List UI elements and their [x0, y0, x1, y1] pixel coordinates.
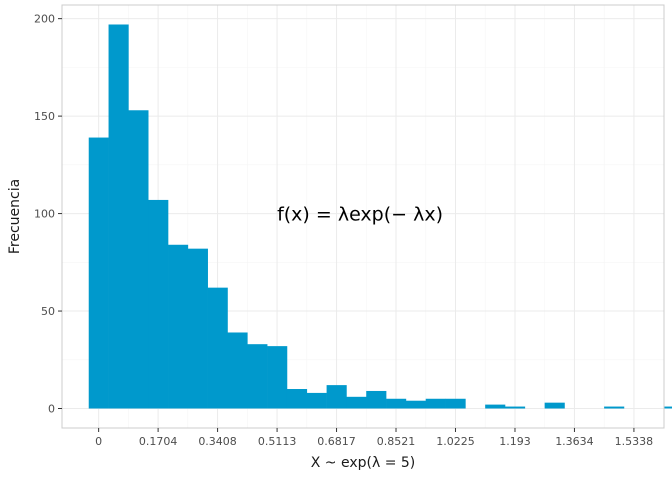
histogram-bar	[227, 332, 248, 409]
histogram-bar	[128, 110, 149, 409]
histogram-bar	[663, 406, 672, 409]
histogram-bar	[505, 406, 526, 409]
histogram-bar	[485, 404, 506, 409]
histogram-bar	[247, 344, 268, 409]
histogram-bar	[425, 398, 446, 409]
histogram-bar	[148, 199, 169, 409]
histogram-bar	[544, 402, 565, 409]
x-tick-label: 0.3408	[198, 435, 237, 448]
x-tick-label: 0.6817	[317, 435, 356, 448]
x-tick-label: 1.193	[499, 435, 531, 448]
x-tick-label: 0.1704	[139, 435, 178, 448]
bars-layer	[88, 24, 672, 409]
histogram-bar	[207, 287, 228, 409]
y-tick-label: 100	[34, 208, 55, 221]
histogram-bar	[168, 244, 189, 409]
histogram-bar	[306, 392, 327, 409]
y-tick-label: 0	[48, 403, 55, 416]
y-tick-label: 50	[41, 305, 55, 318]
x-tick-label: 0	[95, 435, 102, 448]
x-tick-label: 1.0225	[436, 435, 475, 448]
histogram-bar	[187, 248, 208, 409]
panel-border	[61, 4, 665, 429]
histogram-bar	[405, 400, 427, 409]
histogram-bar	[346, 396, 367, 409]
histogram-bar	[326, 385, 347, 409]
x-tick-label: 0.8521	[377, 435, 416, 448]
x-tick-label: 0.5113	[258, 435, 297, 448]
histogram-bar	[108, 24, 129, 409]
histogram-bar	[386, 398, 407, 409]
histogram-bar	[366, 390, 387, 409]
y-tick-label: 150	[34, 110, 55, 123]
y-tick-label: 200	[34, 13, 55, 26]
ticks-layer: 0 50 100 150 200 0 0.1704 0.3408 0.5113 0.6817 0.8…	[34, 13, 653, 448]
x-tick-label: 1.3634	[555, 435, 594, 448]
y-axis-title: Frecuencia	[7, 179, 23, 254]
histogram-bar	[286, 389, 308, 409]
formula-annotation: f(x) = λexp(− λx)	[277, 204, 443, 226]
x-tick-label: 1.5338	[615, 435, 654, 448]
x-axis-title: X ~ exp(λ = 5)	[311, 455, 416, 471]
histogram-bar	[445, 398, 466, 409]
histogram-bar	[604, 406, 625, 409]
histogram-bar	[88, 137, 109, 409]
histogram-bar	[267, 346, 288, 409]
